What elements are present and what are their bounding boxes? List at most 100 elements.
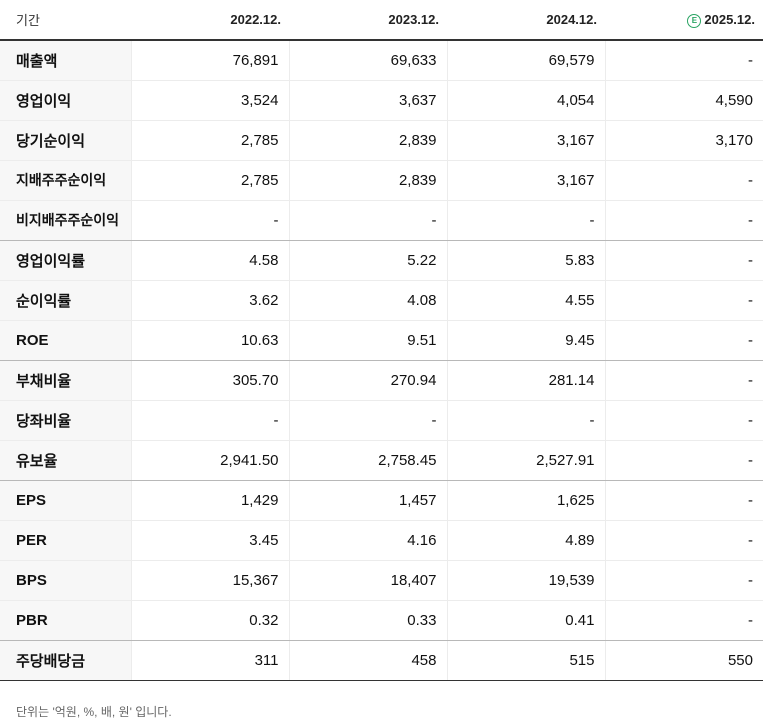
column-header: 2024.12. — [447, 0, 605, 41]
row-label: 당기순이익 — [0, 120, 131, 161]
table-row: 순이익률 3.62 4.08 4.55 - — [0, 280, 763, 321]
table-header-row: 기간 2022.12. 2023.12. 2024.12. E 2025.12. — [0, 0, 763, 41]
row-label: 부채비율 — [0, 360, 131, 401]
row-label: 지배주주순이익 — [0, 160, 131, 201]
table-cell: 0.33 — [288, 600, 447, 641]
table-row: 비지배주주순이익 - - - - — [0, 200, 763, 241]
table-cell: 3,637 — [288, 80, 447, 121]
table-cell: 3,167 — [446, 120, 605, 161]
table-row: EPS 1,429 1,457 1,625 - — [0, 480, 763, 521]
table-row: 당기순이익 2,785 2,839 3,167 3,170 — [0, 120, 763, 161]
table-cell: 2,527.91 — [446, 440, 605, 481]
table-cell: 4.16 — [288, 520, 447, 561]
row-label: ROE — [0, 320, 131, 361]
table-cell: 3.45 — [130, 520, 289, 561]
table-cell: - — [604, 160, 763, 201]
table-cell: - — [288, 400, 447, 441]
table-cell: - — [604, 560, 763, 601]
table-cell: - — [130, 200, 289, 241]
table-cell: 3,524 — [130, 80, 289, 121]
table-cell: 1,429 — [130, 480, 289, 521]
table-cell: 281.14 — [446, 360, 605, 401]
row-label: 매출액 — [0, 40, 131, 81]
table-row: 부채비율 305.70 270.94 281.14 - — [0, 360, 763, 401]
table-cell: - — [604, 240, 763, 281]
table-cell: 15,367 — [130, 560, 289, 601]
table-cell: 4.08 — [288, 280, 447, 321]
row-label: 영업이익 — [0, 80, 131, 121]
table-row: PBR 0.32 0.33 0.41 - — [0, 600, 763, 641]
table-cell: 9.51 — [288, 320, 447, 361]
table-cell: - — [604, 520, 763, 561]
table-cell: - — [288, 200, 447, 241]
row-label: 비지배주주순이익 — [0, 200, 131, 241]
table-cell: 69,579 — [446, 40, 605, 81]
table-row: 당좌비율 - - - - — [0, 400, 763, 441]
row-label: PBR — [0, 600, 131, 641]
table-cell: 550 — [604, 640, 763, 681]
table-cell: 4.89 — [446, 520, 605, 561]
table-cell: 4,590 — [604, 80, 763, 121]
table-cell: 76,891 — [130, 40, 289, 81]
column-header: 2022.12. — [131, 0, 289, 41]
financial-summary-table: 기간 2022.12. 2023.12. 2024.12. E 2025.12. … — [0, 0, 763, 681]
row-label: 영업이익률 — [0, 240, 131, 281]
period-header: 기간 — [0, 0, 131, 41]
table-cell: - — [604, 280, 763, 321]
table-cell: - — [604, 200, 763, 241]
table-cell: 458 — [288, 640, 447, 681]
table-cell: 9.45 — [446, 320, 605, 361]
table-cell: 18,407 — [288, 560, 447, 601]
table-row: PER 3.45 4.16 4.89 - — [0, 520, 763, 561]
table-cell: - — [604, 40, 763, 81]
row-label: 유보율 — [0, 440, 131, 481]
table-cell: 2,785 — [130, 160, 289, 201]
row-label: PER — [0, 520, 131, 561]
table-row: ROE 10.63 9.51 9.45 - — [0, 320, 763, 361]
table-cell: 5.83 — [446, 240, 605, 281]
table-cell: 515 — [446, 640, 605, 681]
column-header-label: 2025.12. — [704, 11, 755, 27]
row-label: 순이익률 — [0, 280, 131, 321]
table-cell: 4,054 — [446, 80, 605, 121]
table-row: 주당배당금 311 458 515 550 — [0, 640, 763, 681]
table-cell: - — [604, 320, 763, 361]
table-cell: - — [130, 400, 289, 441]
table-row: 지배주주순이익 2,785 2,839 3,167 - — [0, 160, 763, 201]
table-cell: 1,457 — [288, 480, 447, 521]
table-cell: 2,785 — [130, 120, 289, 161]
table-cell: - — [604, 600, 763, 641]
row-label: 당좌비율 — [0, 400, 131, 441]
table-cell: - — [446, 400, 605, 441]
row-label: EPS — [0, 480, 131, 521]
table-cell: - — [604, 400, 763, 441]
table-cell: 5.22 — [288, 240, 447, 281]
column-header: 2023.12. — [289, 0, 447, 41]
table-cell: - — [604, 440, 763, 481]
table-cell: 2,839 — [288, 160, 447, 201]
table-cell: - — [604, 480, 763, 521]
table-cell: - — [446, 200, 605, 241]
table-cell: 4.55 — [446, 280, 605, 321]
table-cell: 0.32 — [130, 600, 289, 641]
table-row: 영업이익률 4.58 5.22 5.83 - — [0, 240, 763, 281]
table-cell: - — [604, 360, 763, 401]
estimate-badge-icon: E — [687, 13, 702, 28]
table-cell: 270.94 — [288, 360, 447, 401]
unit-note: 단위는 '억원, %, 배, 원' 입니다. — [16, 704, 172, 719]
column-header-estimate: E 2025.12. — [605, 0, 763, 41]
table-cell: 0.41 — [446, 600, 605, 641]
table-cell: 69,633 — [288, 40, 447, 81]
table-cell: 2,941.50 — [130, 440, 289, 481]
row-label: BPS — [0, 560, 131, 601]
table-cell: 4.58 — [130, 240, 289, 281]
table-row: 영업이익 3,524 3,637 4,054 4,590 — [0, 80, 763, 121]
table-cell: 3,167 — [446, 160, 605, 201]
table-cell: 311 — [130, 640, 289, 681]
table-row: BPS 15,367 18,407 19,539 - — [0, 560, 763, 601]
table-cell: 19,539 — [446, 560, 605, 601]
row-label: 주당배당금 — [0, 640, 131, 681]
table-cell: 3.62 — [130, 280, 289, 321]
table-cell: 2,839 — [288, 120, 447, 161]
table-cell: 305.70 — [130, 360, 289, 401]
